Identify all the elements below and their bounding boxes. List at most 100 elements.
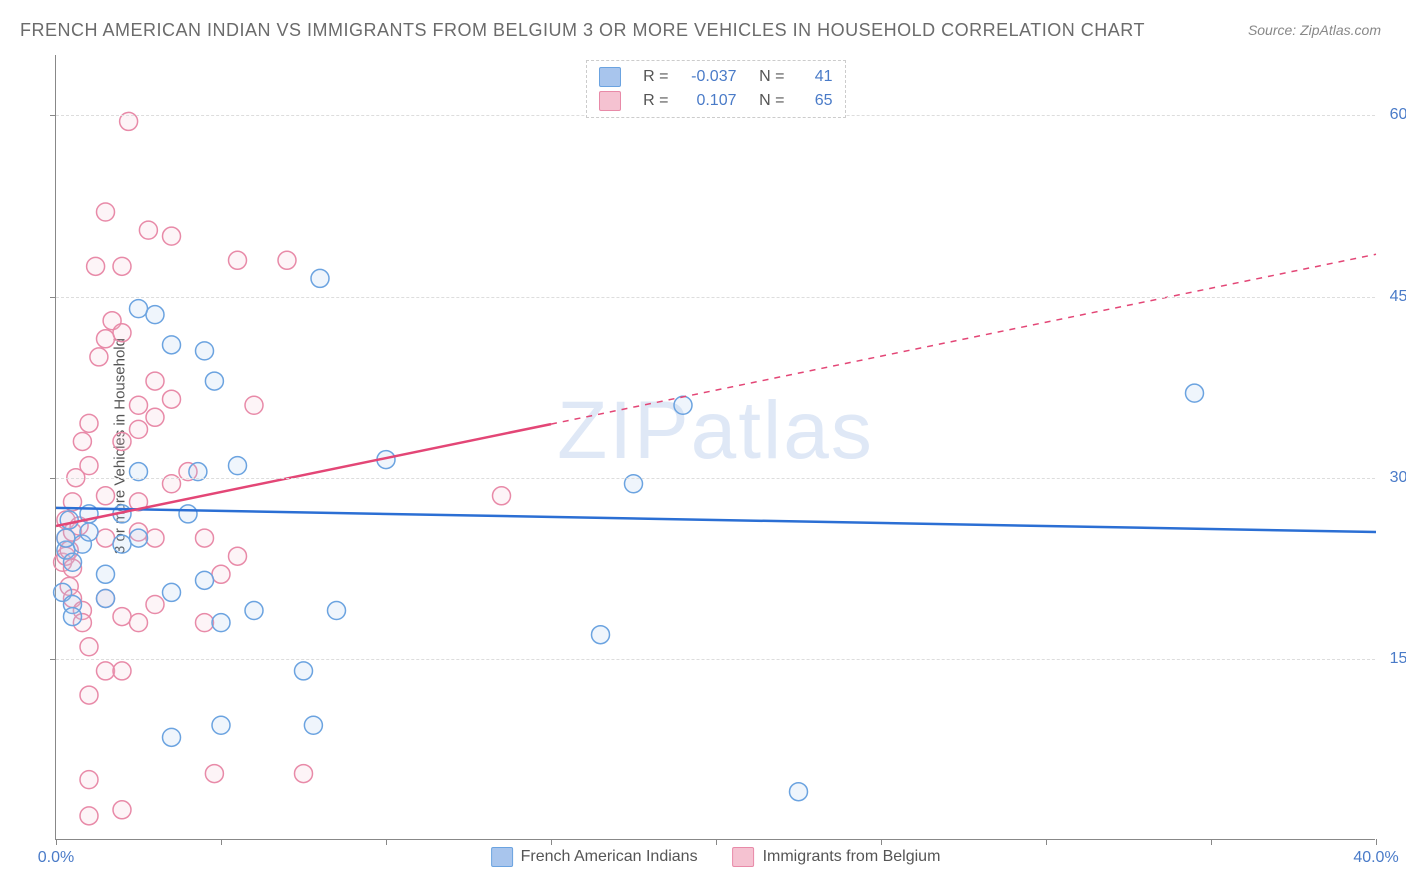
scatter-point [163, 390, 181, 408]
scatter-point [80, 457, 98, 475]
scatter-point [113, 257, 131, 275]
legend-series: French American Indians Immigrants from B… [491, 847, 941, 867]
scatter-point [130, 614, 148, 632]
tick-y [50, 297, 56, 298]
scatter-point [87, 257, 105, 275]
scatter-point [295, 765, 313, 783]
scatter-point [674, 396, 692, 414]
source-label: Source: ZipAtlas.com [1248, 22, 1381, 38]
regression-line-dashed [551, 254, 1376, 424]
scatter-point [130, 300, 148, 318]
scatter-point [229, 251, 247, 269]
tick-x [881, 839, 882, 845]
scatter-point [163, 583, 181, 601]
tick-x [1211, 839, 1212, 845]
scatter-point [311, 269, 329, 287]
scatter-point [64, 608, 82, 626]
tick-x [1046, 839, 1047, 845]
scatter-point [1186, 384, 1204, 402]
scatter-point [80, 771, 98, 789]
scatter-point [212, 716, 230, 734]
scatter-point [139, 221, 157, 239]
scatter-point [229, 457, 247, 475]
tick-y [50, 659, 56, 660]
scatter-point [163, 227, 181, 245]
scatter-point [130, 529, 148, 547]
x-tick-label: 40.0% [1353, 849, 1398, 867]
legend-series-label: Immigrants from Belgium [763, 848, 941, 866]
scatter-point [80, 414, 98, 432]
scatter-point [196, 614, 214, 632]
scatter-point [57, 529, 75, 547]
scatter-point [80, 807, 98, 825]
scatter-point [60, 511, 78, 529]
scatter-point [205, 372, 223, 390]
scatter-point [146, 372, 164, 390]
scatter-point [90, 348, 108, 366]
regression-line [56, 508, 1376, 532]
legend-series-label: French American Indians [521, 848, 698, 866]
scatter-point [130, 396, 148, 414]
scatter-point [196, 571, 214, 589]
scatter-point [146, 408, 164, 426]
scatter-point [196, 529, 214, 547]
gridline-h [56, 659, 1375, 660]
scatter-point [146, 306, 164, 324]
scatter-point [592, 626, 610, 644]
scatter-point [196, 342, 214, 360]
tick-x [1376, 839, 1377, 845]
scatter-point [163, 728, 181, 746]
y-tick-label: 60.0% [1390, 106, 1406, 124]
scatter-point [113, 608, 131, 626]
legend-r-label: R = [629, 68, 669, 86]
scatter-point [790, 783, 808, 801]
scatter-point [493, 487, 511, 505]
scatter-point [80, 638, 98, 656]
chart-container: FRENCH AMERICAN INDIAN VS IMMIGRANTS FRO… [0, 0, 1406, 892]
legend-swatch-icon [599, 67, 621, 87]
scatter-point [245, 602, 263, 620]
tick-x [386, 839, 387, 845]
legend-swatch-icon [733, 847, 755, 867]
scatter-point [113, 662, 131, 680]
tick-x [716, 839, 717, 845]
scatter-point [295, 662, 313, 680]
scatter-point [205, 765, 223, 783]
scatter-point [328, 602, 346, 620]
scatter-point [146, 596, 164, 614]
scatter-point [97, 203, 115, 221]
y-tick-label: 30.0% [1390, 469, 1406, 487]
legend-n-value: 41 [793, 68, 833, 86]
scatter-point [64, 553, 82, 571]
legend-r-label: R = [629, 92, 669, 110]
scatter-point [278, 251, 296, 269]
scatter-point [146, 529, 164, 547]
legend-series-item: Immigrants from Belgium [733, 847, 941, 867]
scatter-point [163, 336, 181, 354]
chart-title: FRENCH AMERICAN INDIAN VS IMMIGRANTS FRO… [20, 20, 1145, 41]
scatter-point [97, 662, 115, 680]
legend-r-value: -0.037 [677, 68, 737, 86]
y-tick-label: 45.0% [1390, 288, 1406, 306]
legend-stats: R = -0.037 N = 41 R = 0.107 N = 65 [586, 60, 846, 118]
legend-n-value: 65 [793, 92, 833, 110]
legend-swatch-icon [599, 91, 621, 111]
legend-swatch-icon [491, 847, 513, 867]
legend-series-item: French American Indians [491, 847, 698, 867]
gridline-h [56, 297, 1375, 298]
scatter-point [229, 547, 247, 565]
scatter-point [113, 535, 131, 553]
scatter-point [97, 565, 115, 583]
plot-area: ZIPatlas R = -0.037 N = 41 R = 0.107 N =… [55, 55, 1375, 840]
scatter-point [304, 716, 322, 734]
legend-stat-row: R = -0.037 N = 41 [599, 65, 833, 89]
scatter-point [80, 523, 98, 541]
scatter-plot-svg [56, 55, 1375, 839]
scatter-point [113, 324, 131, 342]
legend-r-value: 0.107 [677, 92, 737, 110]
scatter-point [97, 589, 115, 607]
scatter-point [97, 529, 115, 547]
legend-stat-row: R = 0.107 N = 65 [599, 89, 833, 113]
scatter-point [80, 686, 98, 704]
scatter-point [179, 505, 197, 523]
